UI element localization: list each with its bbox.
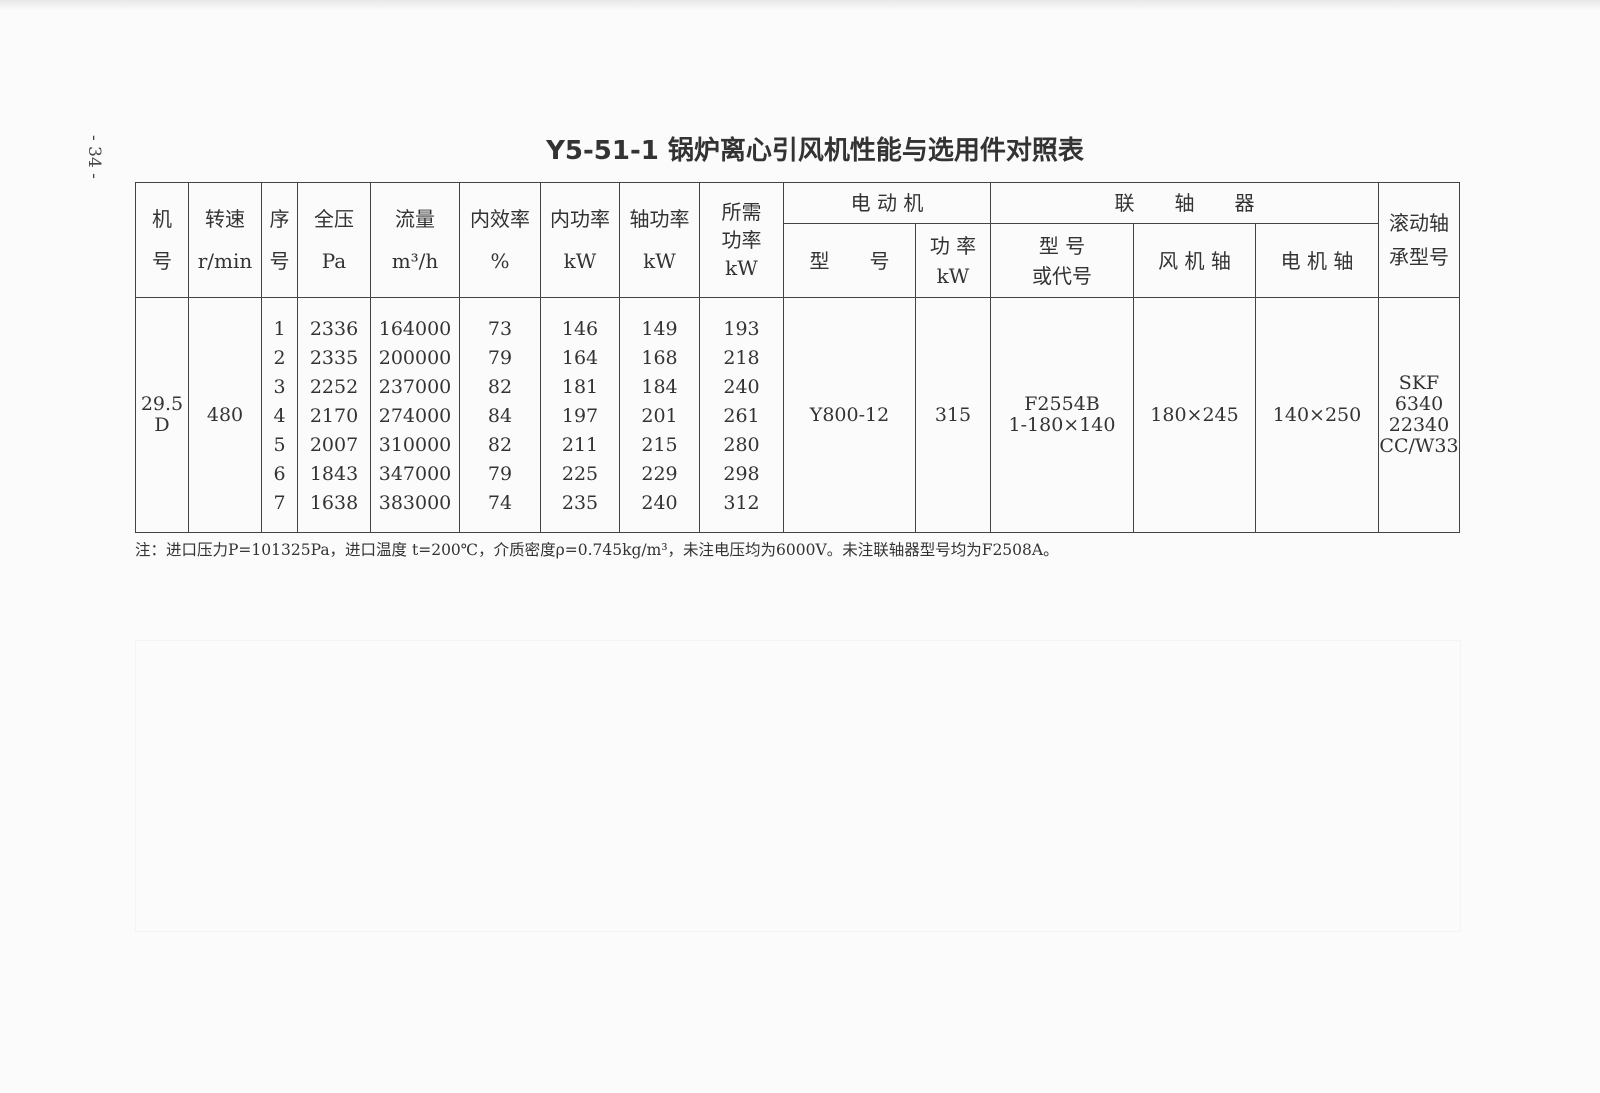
row-5-shaft-power: 215 [641, 434, 678, 456]
header-fan-shaft: 风 机 轴 [1133, 223, 1256, 298]
header-motor-shaft: 电 机 轴 [1255, 223, 1379, 298]
cell-motor-model: Y800-12 [783, 297, 916, 533]
row-1-required-power: 193 [723, 318, 760, 340]
row-7-seq: 7 [273, 492, 286, 514]
row-2-pressure: 2335 [309, 347, 359, 369]
col-pressure: 2336 2335 2252 2170 2007 1843 1638 [297, 297, 371, 533]
row-6-internal-power: 225 [561, 463, 599, 485]
cell-motor-power: 315 [915, 297, 991, 533]
header-required-power: 所需 功率 kW [699, 182, 784, 298]
row-5-flow: 310000 [378, 434, 452, 456]
cell-fan-shaft: 180×245 [1133, 297, 1256, 533]
header-bearing: 滚动轴 承型号 [1378, 182, 1460, 298]
col-flow: 164000 200000 237000 274000 310000 347000 3830… [370, 297, 460, 533]
header-motor-power: 功 率 kW [915, 223, 991, 298]
row-1-internal-power: 146 [561, 318, 599, 340]
row-4-required-power: 261 [723, 405, 760, 427]
row-6-required-power: 298 [723, 463, 760, 485]
row-7-efficiency: 74 [487, 492, 513, 514]
row-2-required-power: 218 [723, 347, 760, 369]
row-7-internal-power: 235 [561, 492, 599, 514]
row-3-efficiency: 82 [487, 376, 513, 398]
row-7-shaft-power: 240 [641, 492, 678, 514]
row-6-efficiency: 79 [487, 463, 513, 485]
page-number: - 34 - [84, 135, 104, 179]
row-1-pressure: 2336 [309, 318, 359, 340]
row-6-flow: 347000 [378, 463, 452, 485]
row-6-pressure: 1843 [309, 463, 359, 485]
header-efficiency: 内效率% [459, 182, 541, 298]
col-seq: 1 2 3 4 5 6 7 [261, 297, 298, 533]
header-coupling: 联 轴 器 [990, 182, 1379, 224]
col-internal-power: 146 164 181 197 211 225 235 [540, 297, 620, 533]
header-motor-model: 型 号 [783, 223, 916, 298]
row-7-pressure: 1638 [309, 492, 359, 514]
row-1-seq: 1 [273, 318, 286, 340]
row-6-shaft-power: 229 [641, 463, 678, 485]
col-efficiency: 73 79 82 84 82 79 74 [459, 297, 541, 533]
row-5-required-power: 280 [723, 434, 760, 456]
cell-motor-shaft: 140×250 [1255, 297, 1379, 533]
cell-coupling-model: F2554B 1-180×140 [990, 297, 1134, 533]
bleed-through-ghost [135, 640, 1461, 932]
row-4-internal-power: 197 [561, 405, 599, 427]
row-1-flow: 164000 [378, 318, 452, 340]
row-1-shaft-power: 149 [641, 318, 678, 340]
cell-bearing: SKF 6340 22340 CC/W33 [1378, 297, 1460, 533]
row-5-internal-power: 211 [561, 434, 599, 456]
performance-table: 机号 转速 r/min 序号 全压 Pa 流量 m³/h 内效率% 内功率 kW 轴功率… [135, 182, 1460, 533]
header-speed: 转速 r/min [188, 182, 262, 298]
row-3-flow: 237000 [378, 376, 452, 398]
cell-machine-no: 29.5 D [135, 297, 189, 533]
header-machine-no: 机号 [135, 182, 189, 298]
header-motor: 电 动 机 [783, 182, 991, 224]
row-3-internal-power: 181 [561, 376, 599, 398]
header-shaft-power: 轴功率 kW [619, 182, 700, 298]
row-3-required-power: 240 [723, 376, 760, 398]
row-2-efficiency: 79 [487, 347, 513, 369]
scan-edge [0, 0, 1600, 10]
row-3-shaft-power: 184 [641, 376, 678, 398]
col-shaft-power: 149 168 184 201 215 229 240 [619, 297, 700, 533]
row-5-pressure: 2007 [309, 434, 359, 456]
page-title: Y5-51-1 锅炉离心引风机性能与选用件对照表 [546, 136, 1084, 166]
header-seq: 序号 [261, 182, 298, 298]
header-pressure: 全压 Pa [297, 182, 371, 298]
row-7-required-power: 312 [723, 492, 760, 514]
row-4-flow: 274000 [378, 405, 452, 427]
table-note: 注：进口压力P=101325Pa，进口温度 t=200℃，介质密度ρ=0.745… [135, 541, 1059, 559]
row-3-pressure: 2252 [309, 376, 359, 398]
header-flow: 流量 m³/h [370, 182, 460, 298]
row-2-flow: 200000 [378, 347, 452, 369]
row-4-pressure: 2170 [309, 405, 359, 427]
header-coupling-model: 型 号或代号 [990, 223, 1134, 298]
row-7-flow: 383000 [378, 492, 452, 514]
row-3-seq: 3 [273, 376, 286, 398]
row-2-seq: 2 [273, 347, 286, 369]
header-internal-power: 内功率 kW [540, 182, 620, 298]
row-6-seq: 6 [273, 463, 286, 485]
row-4-shaft-power: 201 [641, 405, 678, 427]
row-5-efficiency: 82 [487, 434, 513, 456]
row-4-efficiency: 84 [487, 405, 513, 427]
col-required-power: 193 218 240 261 280 298 312 [699, 297, 784, 533]
row-5-seq: 5 [273, 434, 286, 456]
row-2-internal-power: 164 [561, 347, 599, 369]
row-2-shaft-power: 168 [641, 347, 678, 369]
row-4-seq: 4 [273, 405, 286, 427]
cell-speed: 480 [188, 297, 262, 533]
row-1-efficiency: 73 [487, 318, 513, 340]
